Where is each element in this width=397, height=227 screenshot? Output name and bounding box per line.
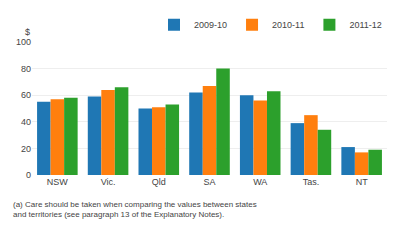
svg-text:WA: WA: [253, 177, 267, 187]
svg-text:80: 80: [21, 64, 31, 74]
svg-text:NT: NT: [356, 177, 368, 187]
svg-text:2010-11: 2010-11: [272, 20, 304, 30]
svg-text:NSW: NSW: [47, 177, 69, 187]
svg-text:Qld: Qld: [152, 177, 166, 187]
svg-text:40: 40: [21, 117, 31, 127]
svg-text:0: 0: [26, 170, 31, 180]
svg-text:$: $: [25, 27, 30, 37]
svg-text:100: 100: [16, 37, 31, 47]
svg-text:60: 60: [21, 90, 31, 100]
svg-text:2011-12: 2011-12: [349, 20, 381, 30]
svg-text:(a) Care should be taken when: (a) Care should be taken when comparing …: [13, 200, 257, 219]
svg-text:20: 20: [21, 144, 31, 154]
svg-text:Vic.: Vic.: [101, 177, 116, 187]
svg-text:Tas.: Tas.: [303, 177, 320, 187]
svg-text:SA: SA: [203, 177, 215, 187]
svg-text:2009-10: 2009-10: [194, 20, 227, 30]
